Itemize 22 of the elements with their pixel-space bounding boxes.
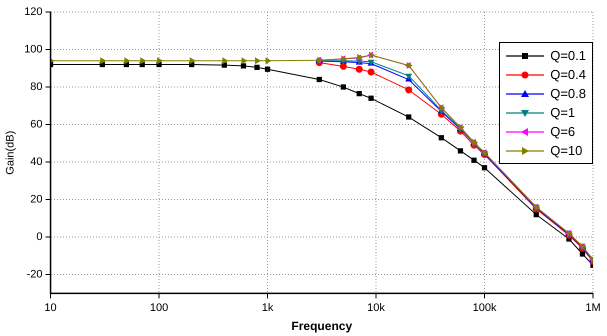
- x-tick-label: 100k: [472, 302, 497, 314]
- y-tick-label: 40: [30, 156, 43, 168]
- legend-label: Q=10: [550, 142, 582, 160]
- legend-label: Q=0.8: [550, 85, 586, 103]
- y-tick-label: 120: [24, 6, 43, 18]
- y-tick-label: 0: [36, 231, 43, 244]
- x-tick-label: 10: [44, 302, 57, 314]
- y-tick-label: 60: [30, 118, 43, 131]
- legend-label: Q=0.1: [550, 47, 586, 65]
- y-tick-label: -20: [26, 268, 43, 281]
- x-tick-label: 10k: [367, 302, 386, 314]
- legend-label: Q=1: [550, 104, 576, 122]
- x-tick-label: 100: [150, 302, 168, 314]
- y-axis-title: Gain(dB): [4, 130, 17, 175]
- y-tick-label: 20: [30, 194, 43, 206]
- legend-label: Q=6: [550, 123, 576, 141]
- y-tick-label: 100: [24, 44, 43, 56]
- x-axis-title: Frequency: [291, 319, 352, 334]
- legend-label: Q=0.4: [550, 66, 586, 84]
- x-tick-label: 1k: [262, 302, 274, 314]
- x-tick-label: 1M: [585, 302, 601, 314]
- y-tick-label: 80: [30, 81, 43, 94]
